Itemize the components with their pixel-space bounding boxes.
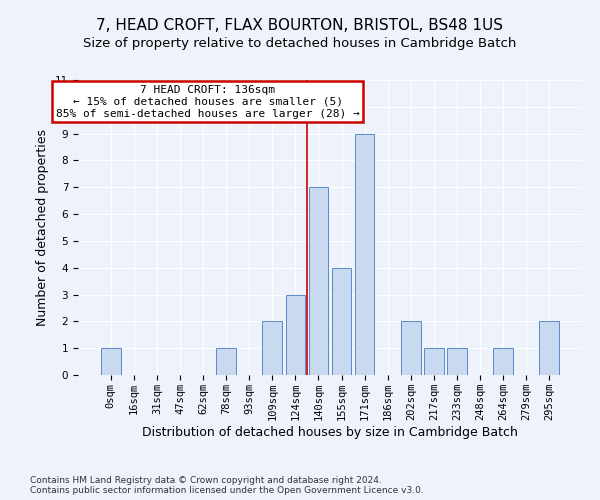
Bar — [308, 188, 328, 375]
Bar — [493, 348, 513, 375]
Bar — [355, 134, 374, 375]
Bar — [217, 348, 236, 375]
Text: Size of property relative to detached houses in Cambridge Batch: Size of property relative to detached ho… — [83, 38, 517, 51]
Text: Contains HM Land Registry data © Crown copyright and database right 2024.
Contai: Contains HM Land Registry data © Crown c… — [30, 476, 424, 495]
Y-axis label: Number of detached properties: Number of detached properties — [37, 129, 49, 326]
Bar — [424, 348, 443, 375]
Bar — [401, 322, 421, 375]
Bar — [101, 348, 121, 375]
Bar — [262, 322, 282, 375]
Text: 7 HEAD CROFT: 136sqm
← 15% of detached houses are smaller (5)
85% of semi-detach: 7 HEAD CROFT: 136sqm ← 15% of detached h… — [56, 86, 359, 118]
Bar — [539, 322, 559, 375]
Text: 7, HEAD CROFT, FLAX BOURTON, BRISTOL, BS48 1US: 7, HEAD CROFT, FLAX BOURTON, BRISTOL, BS… — [97, 18, 503, 32]
X-axis label: Distribution of detached houses by size in Cambridge Batch: Distribution of detached houses by size … — [142, 426, 518, 438]
Bar — [447, 348, 467, 375]
Bar — [286, 294, 305, 375]
Bar — [332, 268, 352, 375]
